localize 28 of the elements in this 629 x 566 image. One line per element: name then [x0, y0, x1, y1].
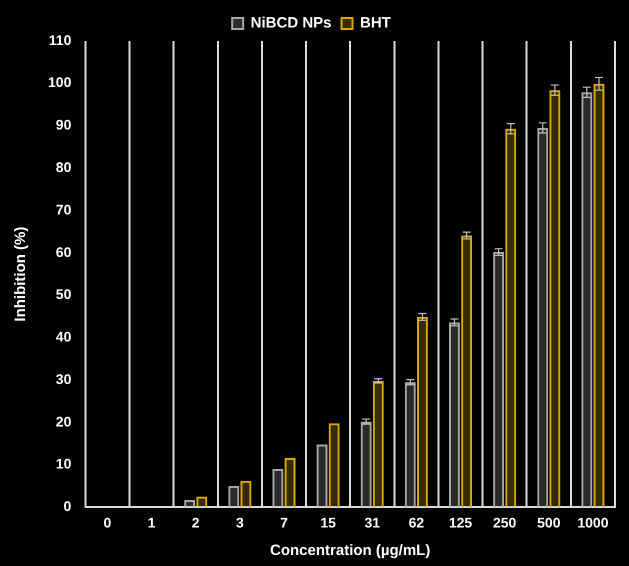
- y-tick-label: 10: [56, 456, 72, 472]
- y-tick-label: 70: [56, 201, 72, 218]
- y-tick-label: 20: [56, 413, 72, 430]
- y-tick-label: 60: [56, 244, 72, 260]
- y-tick-label: 50: [56, 286, 72, 302]
- x-tick-label: 250: [492, 514, 517, 530]
- x-tick-label: 15: [320, 514, 336, 530]
- x-tick-label: 1: [148, 514, 156, 530]
- x-tick-label: 3: [236, 514, 244, 530]
- x-tick-label: 500: [537, 514, 561, 530]
- x-axis-title: Concentration (µg/mL): [270, 542, 430, 560]
- x-tick-label: 1000: [577, 514, 609, 530]
- x-tick-label: 0: [104, 514, 112, 530]
- x-tick-label: 31: [364, 514, 380, 530]
- x-tick-label: 7: [280, 514, 288, 530]
- legend-label: NiBCD NPs: [250, 14, 332, 32]
- x-tick-label: 125: [448, 514, 472, 530]
- y-tick-label: 110: [48, 32, 72, 48]
- y-tick-label: 100: [48, 74, 72, 90]
- y-tick-label: 80: [56, 159, 72, 176]
- x-tick-label: 62: [408, 514, 424, 530]
- y-axis-title: Inhibition (%): [12, 226, 30, 322]
- x-tick-label: 2: [192, 514, 200, 530]
- y-tick-label: 90: [56, 116, 72, 133]
- legend-label: BHT: [360, 14, 391, 32]
- y-tick-label: 0: [64, 498, 72, 514]
- y-tick-label: 30: [56, 370, 72, 387]
- y-tick-label: 40: [56, 328, 72, 345]
